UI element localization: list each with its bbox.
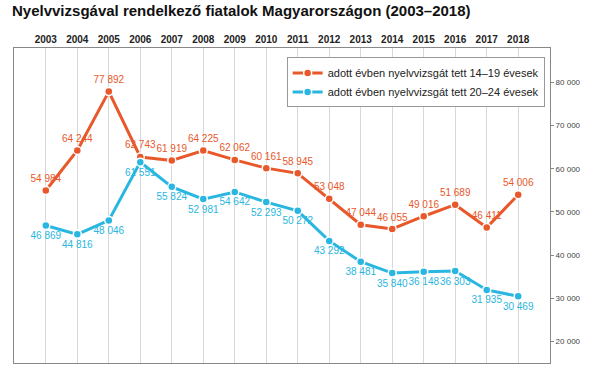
svg-text:2011: 2011 — [287, 34, 309, 45]
svg-text:80 000: 80 000 — [556, 78, 581, 87]
svg-text:60 000: 60 000 — [556, 165, 581, 174]
svg-text:2005: 2005 — [98, 34, 121, 45]
svg-text:62 062: 62 062 — [219, 142, 250, 153]
svg-text:2007: 2007 — [161, 34, 184, 45]
svg-text:35 840: 35 840 — [377, 278, 408, 289]
svg-text:43 292: 43 292 — [314, 245, 345, 256]
svg-text:70 000: 70 000 — [556, 121, 581, 130]
svg-text:2009: 2009 — [224, 34, 247, 45]
svg-text:2018: 2018 — [507, 34, 530, 45]
svg-text:50 000: 50 000 — [556, 208, 581, 217]
svg-text:53 048: 53 048 — [314, 181, 345, 192]
svg-text:46 055: 46 055 — [377, 212, 408, 223]
svg-text:2013: 2013 — [350, 34, 373, 45]
svg-text:62 743: 62 743 — [125, 139, 156, 150]
svg-text:2014: 2014 — [381, 34, 404, 45]
svg-text:64 244: 64 244 — [62, 133, 93, 144]
svg-text:60 161: 60 161 — [251, 151, 282, 162]
svg-text:30 000: 30 000 — [556, 294, 581, 303]
svg-text:54 642: 54 642 — [219, 196, 250, 207]
svg-text:52 293: 52 293 — [251, 207, 282, 218]
svg-text:77 892: 77 892 — [93, 74, 124, 85]
svg-text:46 411: 46 411 — [472, 210, 502, 221]
svg-text:2006: 2006 — [129, 34, 152, 45]
svg-text:30 469: 30 469 — [503, 301, 534, 312]
svg-text:40 000: 40 000 — [556, 251, 581, 260]
svg-text:adott évben nyelvvizsgát tett: adott évben nyelvvizsgát tett 14–19 éves… — [328, 67, 539, 79]
svg-text:31 935: 31 935 — [471, 294, 502, 305]
svg-text:44 816: 44 816 — [62, 239, 93, 250]
svg-text:61 919: 61 919 — [156, 143, 187, 154]
svg-text:2010: 2010 — [255, 34, 278, 45]
svg-text:2015: 2015 — [413, 34, 436, 45]
svg-text:2004: 2004 — [66, 34, 89, 45]
svg-text:54 984: 54 984 — [31, 173, 62, 184]
svg-text:46 869: 46 869 — [31, 230, 62, 241]
svg-text:58 945: 58 945 — [282, 156, 313, 167]
svg-text:51 689: 51 689 — [440, 187, 471, 198]
svg-text:50 272: 50 272 — [282, 215, 313, 226]
svg-text:48 046: 48 046 — [93, 225, 124, 236]
svg-text:2008: 2008 — [192, 34, 215, 45]
svg-text:64 225: 64 225 — [188, 133, 219, 144]
svg-text:36 148: 36 148 — [408, 276, 439, 287]
svg-text:61 551: 61 551 — [125, 167, 156, 178]
svg-text:38 481: 38 481 — [345, 266, 376, 277]
svg-text:47 044: 47 044 — [345, 207, 376, 218]
svg-text:54 006: 54 006 — [503, 177, 534, 188]
svg-text:2003: 2003 — [35, 34, 58, 45]
svg-text:adott évben nyelvvizsgát tett: adott évben nyelvvizsgát tett 20–24 éves… — [328, 86, 539, 98]
svg-text:2012: 2012 — [318, 34, 341, 45]
svg-text:2017: 2017 — [476, 34, 499, 45]
svg-text:55 824: 55 824 — [156, 191, 187, 202]
svg-text:36 303: 36 303 — [440, 276, 471, 287]
svg-text:49 016: 49 016 — [408, 199, 439, 210]
svg-text:20 000: 20 000 — [556, 337, 581, 346]
svg-text:52 981: 52 981 — [188, 204, 219, 215]
svg-text:2016: 2016 — [444, 34, 467, 45]
svg-text:Nyelvvizsgával rendelkező fiat: Nyelvvizsgával rendelkező fiatalok Magya… — [12, 2, 471, 19]
